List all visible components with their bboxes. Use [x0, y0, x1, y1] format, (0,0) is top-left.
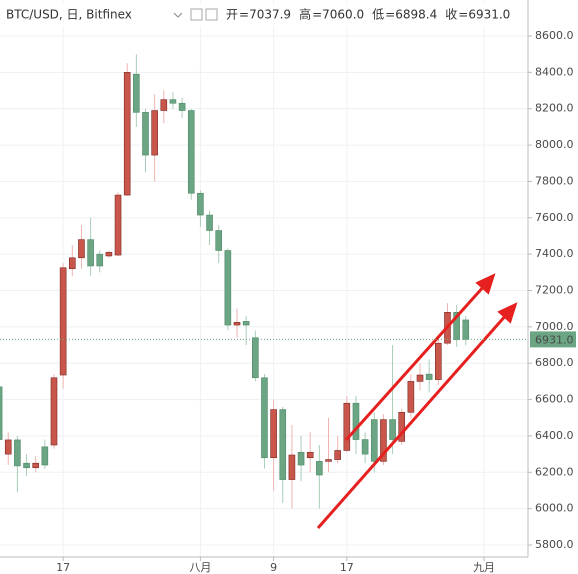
ohlc-header: 开 = 7037.9 高 = 7060.0 低 = 6898.4 收 = 6931.0	[226, 7, 510, 22]
ohlc-label: 低	[372, 8, 384, 22]
candle-body	[407, 381, 415, 413]
candle-body	[206, 214, 213, 231]
candle-body	[361, 439, 369, 455]
y-tick-label: 6400.0	[535, 429, 574, 442]
candle-body	[316, 461, 323, 476]
y-tick-label: 7200.0	[535, 283, 574, 296]
ohlc-eq: =	[239, 8, 249, 22]
candle-body	[133, 73, 140, 113]
candle-body	[279, 409, 287, 480]
candle-body	[187, 110, 195, 194]
symbol[interactable]: BTC/USD, 日, Bitfinex	[6, 8, 132, 22]
candle-body	[23, 462, 30, 469]
candle-body	[87, 239, 94, 267]
candle-body	[380, 419, 387, 462]
ohlc-eq: =	[385, 8, 395, 22]
candle-body	[389, 419, 396, 440]
y-tick-label: 8600.0	[535, 29, 574, 42]
y-tick-label: 8200.0	[535, 102, 574, 115]
arrow-head	[475, 273, 496, 295]
x-tick-label: 17	[56, 561, 70, 574]
arrow-head	[497, 302, 518, 324]
candle-body	[151, 110, 158, 156]
trend-line-lower	[316, 313, 509, 529]
ohlc-label: 收	[445, 8, 457, 22]
candle-body	[306, 451, 314, 459]
ohlc-label: 高	[299, 7, 311, 22]
header-bg	[0, 3, 520, 27]
candle-body	[334, 450, 341, 460]
candle-body	[114, 194, 122, 256]
x-tick-label: 九月	[473, 561, 495, 574]
candle-body	[325, 459, 332, 462]
y-tick-label: 7800.0	[535, 174, 574, 187]
y-tick-label: 8000.0	[535, 138, 574, 151]
last-price-box	[530, 331, 576, 348]
candle-body	[160, 99, 168, 111]
candle-body	[462, 319, 470, 340]
candle-body	[50, 377, 58, 446]
ohlc-value: 7060.0	[322, 8, 364, 22]
y-tick-label: 7000.0	[535, 320, 574, 333]
y-tick-label: 5800.0	[535, 538, 574, 551]
y-tick-label: 8400.0	[535, 65, 574, 78]
candle-body	[370, 419, 378, 462]
grid	[0, 0, 532, 561]
icon[interactable]	[205, 8, 218, 21]
ohlc-eq: =	[312, 8, 322, 22]
candle-body	[169, 99, 177, 104]
last-price-label: 6931.0	[535, 333, 574, 346]
candle-body	[142, 112, 149, 156]
candle-body	[270, 409, 277, 459]
candle-body	[352, 402, 360, 440]
candle-body	[252, 337, 259, 379]
candle-body	[4, 439, 12, 455]
ohlc-value: 6898.4	[395, 8, 437, 22]
ohlc-label: 开	[226, 8, 238, 22]
ohlc-value: 6931.0	[468, 8, 510, 22]
y-tick-label: 7600.0	[535, 211, 574, 224]
y-tick-label: 6600.0	[535, 393, 574, 406]
candle-body	[425, 373, 433, 380]
candle-body	[435, 342, 442, 380]
candles	[0, 54, 470, 509]
y-tick-label: 6800.0	[535, 356, 574, 369]
candle-body	[261, 377, 268, 459]
dropdown-icon[interactable]	[173, 12, 183, 18]
candle-body	[178, 102, 186, 111]
candle-body	[233, 322, 241, 326]
candle-body	[288, 454, 296, 480]
candle-body	[343, 402, 351, 451]
y-tick-label: 6000.0	[535, 502, 574, 515]
ohlc-value: 7037.9	[249, 8, 291, 22]
candle-body	[0, 386, 3, 440]
trend-arrows	[316, 273, 518, 529]
x-tick-label: 八月	[189, 561, 211, 574]
candle-body	[224, 250, 232, 326]
candle-body	[123, 72, 131, 196]
candle-body	[59, 267, 67, 376]
icon[interactable]	[190, 8, 203, 21]
candle-body	[215, 230, 223, 251]
candle-body	[398, 411, 406, 442]
y-tick-label: 6200.0	[535, 465, 574, 478]
candle-body	[242, 321, 250, 326]
candle-body	[197, 192, 204, 216]
trend-line-upper	[344, 283, 487, 442]
candle-body	[32, 462, 39, 469]
x-tick-label: 17	[340, 561, 354, 574]
candle-body	[416, 374, 424, 382]
y-tick-label: 7400.0	[535, 247, 574, 260]
candle-body	[41, 446, 49, 466]
ohlc-eq: =	[458, 8, 468, 22]
candle-body	[68, 257, 76, 269]
candle-body	[297, 451, 305, 466]
candle-body	[14, 439, 21, 467]
candle-body	[105, 252, 113, 257]
candle-body	[96, 253, 104, 267]
x-tick-label: 9	[270, 561, 277, 574]
candle-body	[78, 239, 85, 259]
